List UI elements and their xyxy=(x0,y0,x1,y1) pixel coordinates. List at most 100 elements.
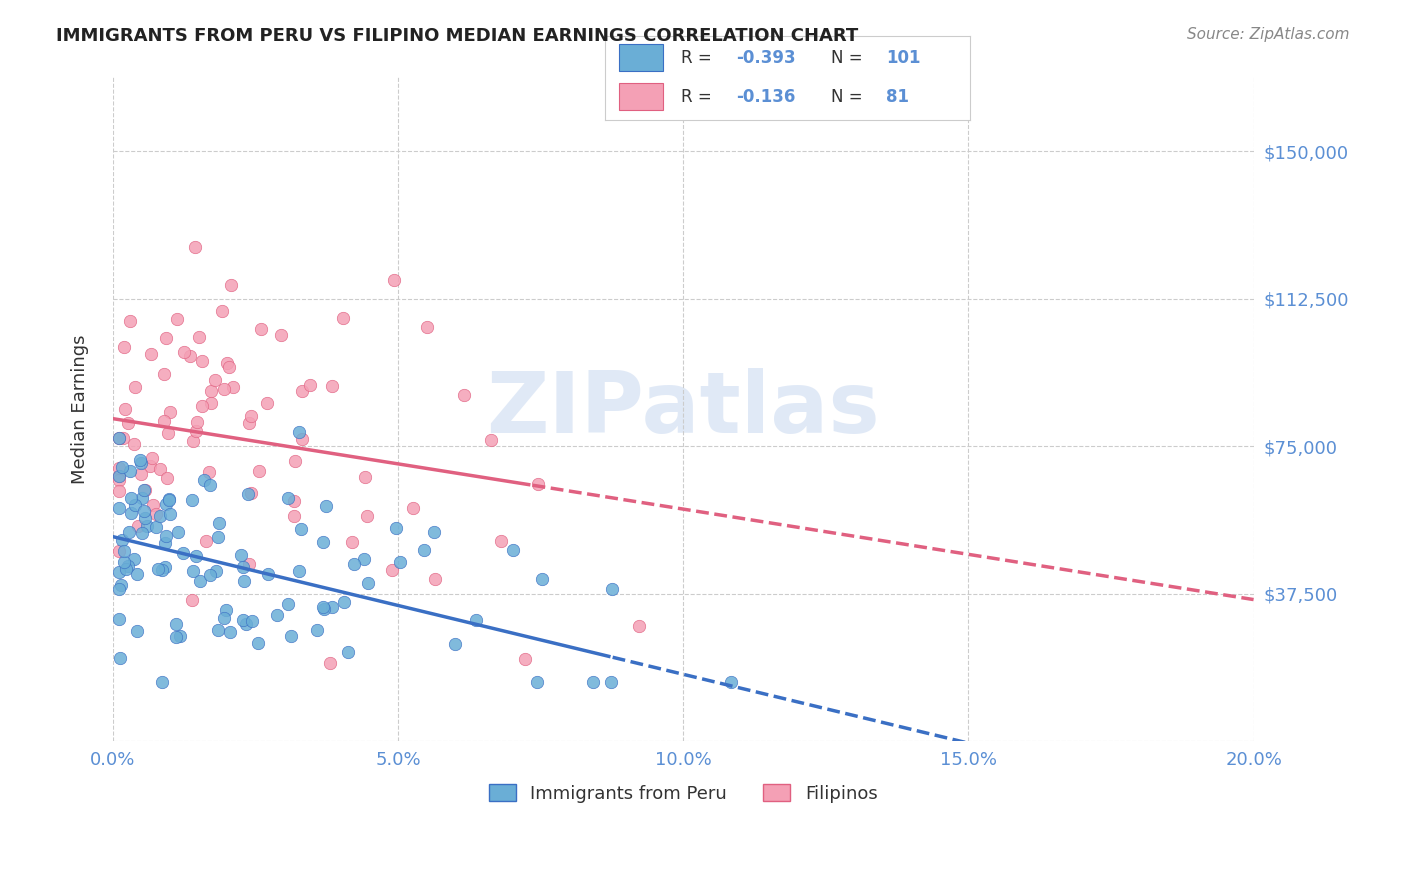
Point xyxy=(238,416,260,430)
Point xyxy=(240,615,263,629)
Point xyxy=(107,461,129,475)
Point xyxy=(166,312,188,326)
Point xyxy=(315,500,337,514)
Point xyxy=(321,599,343,614)
Point xyxy=(270,327,292,342)
Point xyxy=(114,402,136,417)
Point xyxy=(343,557,366,571)
Point xyxy=(526,477,548,491)
Point xyxy=(333,595,356,609)
Point xyxy=(153,560,176,574)
Point xyxy=(193,474,215,488)
Point xyxy=(120,506,142,520)
Point xyxy=(131,526,153,541)
Bar xyxy=(619,83,664,111)
Point xyxy=(236,487,259,501)
Point xyxy=(149,509,172,524)
Point xyxy=(382,272,405,286)
Point xyxy=(266,608,288,623)
Point xyxy=(291,432,314,446)
Point xyxy=(232,560,254,574)
Point xyxy=(204,564,226,578)
Point xyxy=(200,568,222,582)
Point xyxy=(423,524,446,539)
Point xyxy=(284,454,307,468)
Point xyxy=(256,396,278,410)
Point xyxy=(107,501,129,516)
Point xyxy=(183,240,205,254)
Point xyxy=(191,399,214,413)
Point xyxy=(127,519,149,533)
Point xyxy=(291,384,314,399)
Point xyxy=(353,552,375,566)
Point xyxy=(173,345,195,359)
Point xyxy=(134,510,156,524)
Point xyxy=(183,564,205,578)
Point xyxy=(479,433,502,447)
Point xyxy=(385,521,408,535)
Point xyxy=(157,491,180,506)
Point xyxy=(131,491,153,505)
Point xyxy=(124,552,146,566)
Point xyxy=(108,650,131,665)
Point xyxy=(122,437,145,451)
Text: R =: R = xyxy=(682,49,717,67)
Point xyxy=(219,624,242,639)
Point xyxy=(221,380,243,394)
Point xyxy=(513,652,536,666)
Point xyxy=(489,534,512,549)
Point xyxy=(235,617,257,632)
Point xyxy=(124,380,146,394)
Text: Source: ZipAtlas.com: Source: ZipAtlas.com xyxy=(1187,27,1350,42)
Point xyxy=(117,416,139,430)
Point xyxy=(107,544,129,558)
Point xyxy=(159,404,181,418)
Point xyxy=(402,501,425,516)
Point xyxy=(179,349,201,363)
Point xyxy=(208,516,231,530)
Text: ZIPatlas: ZIPatlas xyxy=(486,368,880,450)
Point xyxy=(188,574,211,588)
Point xyxy=(283,508,305,523)
Point xyxy=(342,534,364,549)
Point xyxy=(283,494,305,508)
Point xyxy=(108,432,131,446)
Text: N =: N = xyxy=(831,87,868,105)
Point xyxy=(112,555,135,569)
Point xyxy=(312,535,335,549)
Point xyxy=(111,460,134,475)
Point xyxy=(184,549,207,564)
Point xyxy=(204,373,226,387)
Point xyxy=(131,456,153,470)
Point xyxy=(207,530,229,544)
Point xyxy=(388,555,411,569)
Point xyxy=(107,612,129,626)
Point xyxy=(413,542,436,557)
Point xyxy=(232,613,254,627)
Point xyxy=(107,582,129,597)
Point xyxy=(152,367,174,381)
Point xyxy=(145,507,167,521)
Point xyxy=(188,330,211,344)
Y-axis label: Median Earnings: Median Earnings xyxy=(72,334,89,484)
Point xyxy=(288,425,311,439)
Point xyxy=(181,493,204,508)
Point xyxy=(502,543,524,558)
Point xyxy=(117,558,139,573)
Point xyxy=(277,597,299,611)
Point xyxy=(214,610,236,624)
Point xyxy=(107,469,129,483)
Point xyxy=(115,562,138,576)
Point xyxy=(212,382,235,396)
Legend: Immigrants from Peru, Filipinos: Immigrants from Peru, Filipinos xyxy=(479,775,887,812)
Point xyxy=(167,524,190,539)
Point xyxy=(120,464,142,478)
Point xyxy=(531,572,554,586)
Point xyxy=(229,548,252,562)
Point xyxy=(444,637,467,651)
Point xyxy=(356,509,378,524)
Point xyxy=(200,384,222,398)
Point xyxy=(134,504,156,518)
Point xyxy=(465,613,488,627)
Point xyxy=(290,522,312,536)
